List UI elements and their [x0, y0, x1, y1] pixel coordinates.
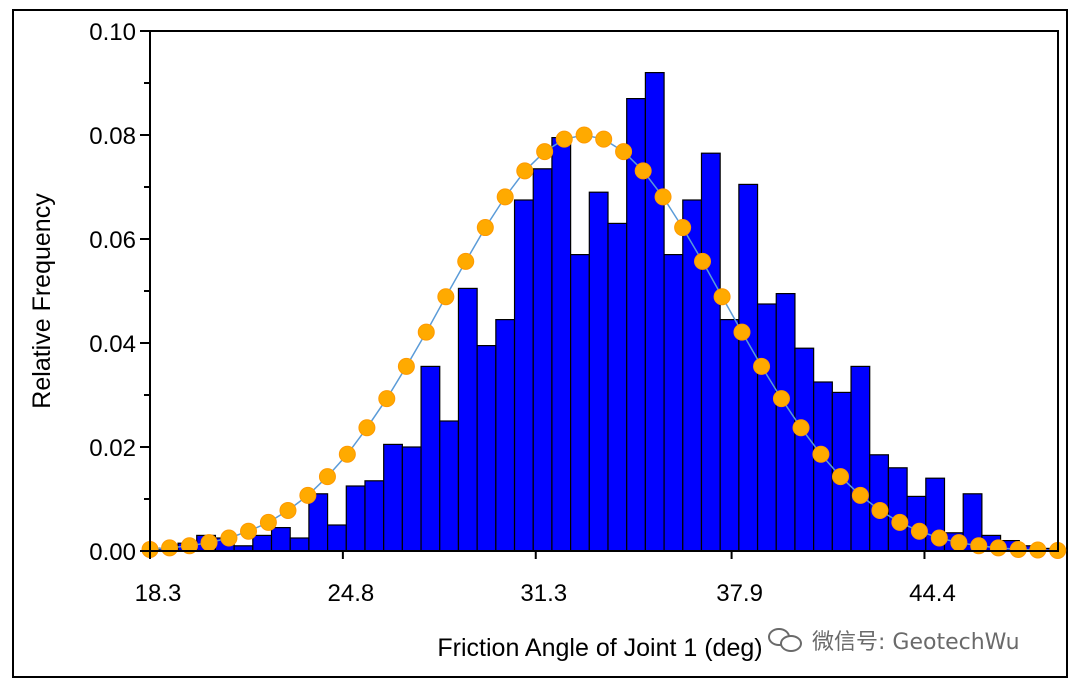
- histogram-bar: [420, 365, 441, 552]
- histogram-bar: [663, 254, 684, 552]
- curve-point: [397, 357, 415, 375]
- histogram-bar: [439, 420, 460, 552]
- curve-point: [555, 130, 573, 148]
- curve-point: [1009, 540, 1027, 558]
- y-tick-label: 0.04: [89, 331, 136, 358]
- curve-point: [496, 188, 514, 206]
- histogram-bar: [364, 480, 385, 552]
- curve-point: [871, 501, 889, 519]
- curve-point: [634, 162, 652, 180]
- histogram-bar: [644, 71, 665, 552]
- x-tick-label: 31.3: [520, 580, 567, 607]
- curve-point: [338, 445, 356, 463]
- y-tick-label: 0.10: [89, 19, 136, 46]
- histogram-bar: [700, 152, 721, 552]
- curve-point: [437, 288, 455, 306]
- curve-point: [950, 534, 968, 552]
- curve-point: [910, 522, 928, 540]
- curve-point: [259, 513, 277, 531]
- curve-point: [970, 537, 988, 555]
- curve-point: [318, 468, 336, 486]
- watermark: 微信号: GeotechWu: [768, 624, 1020, 656]
- curve-point: [358, 419, 376, 437]
- x-tick-label: 44.4: [909, 580, 956, 607]
- curve-point: [753, 357, 771, 375]
- histogram-bar: [813, 381, 833, 552]
- histogram-bar: [775, 293, 796, 552]
- histogram-bar: [719, 319, 740, 552]
- y-tick-label: 0.00: [89, 539, 136, 566]
- curve-point: [476, 219, 494, 237]
- curve-point: [417, 323, 435, 341]
- curve-point: [891, 513, 909, 531]
- fitted-curve: [141, 126, 1067, 559]
- histogram-bar: [495, 319, 516, 552]
- curve-point: [851, 486, 869, 504]
- curve-point: [772, 390, 790, 408]
- curve-point: [180, 537, 198, 555]
- histogram-bar: [887, 467, 908, 552]
- histogram-bar: [588, 191, 609, 552]
- curve-point: [575, 126, 593, 144]
- x-axis-title: Friction Angle of Joint 1 (deg): [437, 634, 762, 662]
- y-tick-label: 0.02: [89, 435, 136, 462]
- curve-point: [674, 219, 692, 237]
- curve-point: [713, 288, 731, 306]
- curve-point: [200, 534, 218, 552]
- histogram-bar: [345, 485, 366, 552]
- curve-point: [812, 445, 830, 463]
- histogram-bar: [570, 254, 590, 552]
- curve-point: [733, 323, 751, 341]
- curve-point: [694, 252, 712, 270]
- curve-point: [220, 529, 238, 547]
- histogram-bar: [756, 303, 777, 552]
- histogram-bar: [850, 365, 871, 552]
- y-tick-label: 0.06: [89, 227, 136, 254]
- watermark-text: 微信号: GeotechWu: [812, 630, 1020, 655]
- curve-point: [1029, 541, 1047, 559]
- x-axis: 18.3 24.8 31.3 37.9 44.4: [135, 551, 956, 607]
- curve-point: [516, 162, 534, 180]
- histogram-bar: [326, 524, 347, 552]
- histogram-bar: [551, 137, 572, 552]
- curve-point: [654, 188, 672, 206]
- curve-point: [831, 468, 849, 486]
- x-tick-label: 37.9: [716, 580, 763, 607]
- histogram-bar: [457, 287, 478, 552]
- curve-point: [457, 252, 475, 270]
- y-axis-title: Relative Frequency: [28, 193, 56, 409]
- histogram-bar: [607, 222, 628, 552]
- histogram-bar: [682, 199, 703, 552]
- curve-point: [279, 501, 297, 519]
- curve-point: [299, 486, 317, 504]
- histogram-bar: [513, 199, 534, 552]
- curve-point: [930, 529, 948, 547]
- histogram-bar: [532, 168, 553, 552]
- y-tick-label: 0.08: [89, 123, 136, 150]
- curve-point: [989, 539, 1007, 557]
- curve-point: [240, 522, 258, 540]
- curve-point: [161, 539, 179, 557]
- y-axis: 0.00 0.02 0.04 0.06 0.08 0.10: [89, 19, 150, 566]
- histogram-bar: [794, 347, 815, 552]
- x-tick-label: 24.8: [328, 580, 375, 607]
- curve-point: [615, 143, 633, 161]
- x-tick-label: 18.3: [135, 580, 182, 607]
- histogram-bar: [383, 443, 403, 552]
- histogram-bar: [476, 345, 497, 552]
- histogram-bar: [252, 534, 273, 552]
- curve-point: [595, 130, 613, 148]
- curve-point: [792, 419, 810, 437]
- histogram-bar: [289, 537, 310, 552]
- curve-point: [536, 143, 554, 161]
- wechat-icon: [768, 626, 804, 654]
- histogram-bar: [270, 526, 291, 552]
- curve-point: [378, 390, 396, 408]
- histogram-bar: [401, 446, 422, 552]
